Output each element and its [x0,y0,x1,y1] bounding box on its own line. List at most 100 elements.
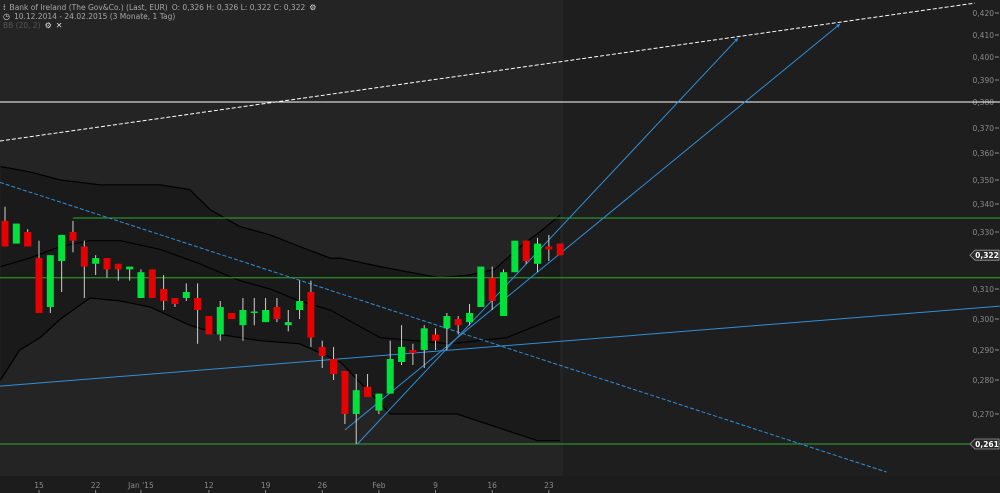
candle-down[interactable] [341,371,349,414]
candle-down[interactable] [1,220,9,247]
candle-up[interactable] [262,310,270,323]
x-axis-tick-label: 12 [204,481,214,490]
candle-down[interactable] [307,292,315,338]
candle-up[interactable] [216,307,224,335]
price-marker-label: 0,261 [975,440,999,449]
candle-down[interactable] [194,298,202,310]
price-marker-tag [969,438,1000,450]
arrow-head-icon [836,24,841,28]
indicator-settings-icon[interactable]: ⚙ [44,21,52,30]
arrow-line[interactable] [344,23,841,431]
trend-line[interactable] [0,305,1000,387]
candle-up[interactable] [182,292,190,298]
trend-line[interactable] [0,181,887,473]
candle-down[interactable] [409,350,417,353]
candle-down[interactable] [228,313,236,319]
candle-down[interactable] [103,258,111,270]
candle-down[interactable] [364,386,372,397]
candle-up[interactable] [534,243,542,264]
price-marker-tag [969,249,1000,261]
candle-down[interactable] [171,298,179,304]
x-axis-tick-label: 22 [91,481,101,490]
y-axis-tick-label: 0,350 [973,176,995,185]
x-axis-tick-label: 16 [487,481,497,490]
candle-up[interactable] [137,272,145,298]
arrow-line[interactable] [356,37,739,445]
indicator-label: BB (20, 2) [3,21,41,30]
candle-up[interactable] [375,393,383,411]
y-axis-tick-label: 0,340 [973,200,995,209]
x-axis-tick-label: Feb [372,481,386,490]
candle-up[interactable] [477,266,485,307]
indicator-close-icon[interactable]: ✕ [55,21,63,30]
y-axis-tick-label: 0,270 [973,410,995,419]
chart-type-icon: ⁞ [3,3,6,12]
trend-line[interactable] [0,2,975,142]
candle-down[interactable] [556,243,564,256]
candle-up[interactable] [58,234,66,261]
candle-down[interactable] [148,269,156,298]
date-range: 10.12.2014 - 24.02.2015 (3 Monate, 1 Tag… [13,12,176,21]
candle-up[interactable] [500,272,508,316]
candle-up[interactable] [511,240,519,273]
x-axis-background [0,476,1000,493]
x-axis-tick-label: 19 [261,481,271,490]
settings-gear-icon[interactable]: ⚙ [309,3,317,12]
y-axis-tick-label: 0,360 [973,149,995,158]
arrow-head-icon [734,38,739,42]
candle-up[interactable] [386,359,394,394]
candle-down[interactable] [522,240,530,261]
candle-up[interactable] [420,328,428,350]
candle-down[interactable] [454,319,462,326]
y-axis-tick-label: 0,330 [973,228,995,237]
candle-up[interactable] [250,311,258,314]
candle-up[interactable] [92,258,100,264]
candle-down[interactable] [114,263,122,270]
candle-up[interactable] [126,266,134,270]
candle-up[interactable] [12,223,20,244]
candle-up[interactable] [239,310,247,326]
candle-down[interactable] [545,246,553,250]
candle-up[interactable] [443,316,451,329]
candle-down[interactable] [80,246,88,267]
candle-down[interactable] [273,307,281,319]
x-axis-tick-label: Jan '15 [127,481,154,490]
candle-up[interactable] [296,301,304,310]
y-axis-tick-label: 0,400 [973,53,995,62]
instrument-title: Bank of Ireland (The Gov&Co.) (Last, EUR… [9,3,168,12]
bollinger-lower-line [0,297,561,442]
chart-header-line-2: ◷ 10.12.2014 - 24.02.2015 (3 Monate, 1 Ta… [3,12,179,21]
candle-up[interactable] [466,313,474,323]
x-axis-tick-label: 15 [34,481,44,490]
candle-down[interactable] [318,346,326,356]
chart-header-line-1: ⁞ Bank of Ireland (The Gov&Co.) (Last, EU… [3,3,320,12]
bollinger-upper-line [0,165,561,279]
chart-header-line-3: BB (20, 2) ⚙ ✕ [3,21,67,30]
candle-up[interactable] [46,255,54,307]
x-axis-tick-label: 9 [433,481,438,490]
candle-down[interactable] [205,316,213,335]
clock-icon: ◷ [3,12,10,21]
candle-up[interactable] [398,346,406,362]
y-axis-tick-label: 0,410 [973,31,995,40]
y-axis-tick-label: 0,280 [973,376,995,385]
candle-down[interactable] [330,359,338,374]
ohlc-readout: O: 0,326 H: 0,326 L: 0,322 C: 0,322 [171,3,306,12]
y-axis-tick-label: 0,390 [973,76,995,85]
candle-down[interactable] [432,334,440,341]
bollinger-band-fill [0,166,561,441]
candle-down[interactable] [35,258,43,313]
candle-down[interactable] [24,232,32,247]
x-axis-tick-label: 26 [317,481,327,490]
y-axis-tick-label: 0,300 [973,315,995,324]
candle-down[interactable] [69,232,77,241]
candle-down[interactable] [488,277,496,301]
candle-up[interactable] [352,390,360,414]
y-axis-tick-label: 0,420 [973,9,995,18]
y-axis-tick-label: 0,310 [973,285,995,294]
candle-down[interactable] [160,289,168,301]
candle-up[interactable] [284,322,292,326]
y-axis-tick-label: 0,370 [973,124,995,133]
